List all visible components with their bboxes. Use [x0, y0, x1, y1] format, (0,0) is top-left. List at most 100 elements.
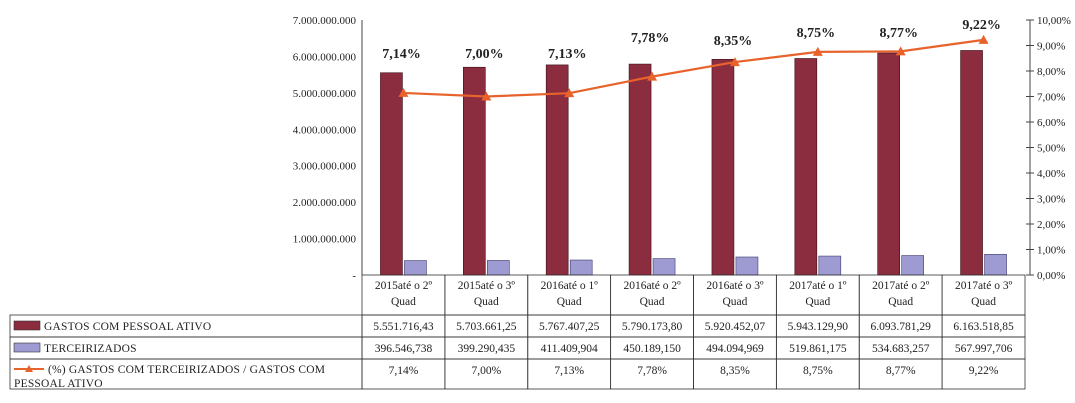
- table-value: 450.189,150: [623, 343, 681, 355]
- bar-terceirizados: [901, 255, 924, 276]
- right-tick-label: 0,00%: [1037, 270, 1065, 282]
- legend-label: TERCEIRIZADOS: [44, 343, 137, 355]
- table-value: 7,00%: [471, 365, 501, 377]
- bar-gastos-pessoal: [380, 72, 403, 276]
- percent-line: [403, 38, 984, 98]
- bar-terceirizados: [735, 256, 759, 276]
- left-tick-label: 2.000.000.000: [293, 197, 357, 209]
- bar-gastos-pessoal: [794, 58, 818, 276]
- table-value: 8,77%: [886, 365, 916, 377]
- legend-line-marker: [25, 365, 33, 372]
- bar-terceirizados: [487, 260, 510, 276]
- value-cell: [941, 358, 1026, 390]
- left-tick-label: 4.000.000.000: [293, 124, 357, 136]
- percent-data-label: 7,14%: [382, 47, 421, 62]
- table-value: 5.703.661,25: [456, 321, 517, 333]
- category-label: 2017até o 3º: [955, 280, 1013, 292]
- table-value: 494.094,969: [706, 343, 764, 355]
- table-value: 6.093.781,29: [871, 321, 932, 333]
- percent-point: [647, 71, 658, 81]
- table-value: 7,78%: [637, 365, 667, 377]
- table-value: 5.551.716,43: [373, 321, 434, 333]
- right-tick-label: 10,00%: [1037, 15, 1071, 27]
- table-value: 7,14%: [389, 365, 419, 377]
- bar-terceirizados: [404, 260, 427, 276]
- bars-group: [380, 50, 1007, 276]
- category-label: 2016até o 2º: [623, 280, 681, 292]
- data-table: 2015até o 2º Quad 2015até o 3º Quad 2016até …: [9, 274, 1026, 390]
- left-tick-label: 5.000.000.000: [293, 88, 357, 100]
- bar-gastos-pessoal: [463, 66, 486, 276]
- right-tick-label: 9,00%: [1037, 41, 1065, 53]
- legend-swatch: [13, 320, 41, 331]
- right-axis: 0,00% 1,00% 2,00% 3,00% 4,00% 5,00% 6,00% 7,00%…: [1026, 15, 1071, 282]
- left-tick-label: 6.000.000.000: [293, 51, 357, 63]
- category-label: Quad: [474, 296, 499, 308]
- percent-data-label: 7,78%: [631, 31, 670, 46]
- table-value: 5.790.173,80: [622, 321, 683, 333]
- percent-data-label: 7,00%: [465, 47, 504, 62]
- percent-point: [729, 57, 740, 67]
- category-label: Quad: [888, 296, 913, 308]
- percent-data-label: 8,35%: [714, 34, 753, 49]
- table-value: 519.861,175: [789, 343, 847, 355]
- table-value: 7,13%: [554, 365, 584, 377]
- table-value: 8,35%: [720, 365, 750, 377]
- bar-gastos-pessoal: [960, 50, 983, 276]
- bar-gastos-pessoal: [877, 52, 900, 276]
- right-tick-label: 2,00%: [1037, 219, 1065, 231]
- category-label: 2016até o 3º: [706, 280, 764, 292]
- right-tick-label: 8,00%: [1037, 66, 1065, 78]
- category-label: Quad: [722, 296, 747, 308]
- left-tick-label: 3.000.000.000: [293, 161, 357, 173]
- right-tick-label: 5,00%: [1037, 143, 1065, 155]
- category-label: Quad: [640, 296, 665, 308]
- category-label: Quad: [391, 296, 416, 308]
- table-value: 9,22%: [969, 365, 999, 377]
- category-label: Quad: [971, 296, 996, 308]
- table-value: 396.546,738: [375, 343, 433, 355]
- bar-gastos-pessoal: [628, 63, 652, 276]
- percent-point: [398, 87, 409, 97]
- category-label: Quad: [557, 296, 582, 308]
- category-label: 2016até o 1º: [541, 280, 599, 292]
- right-tick-label: 1,00%: [1037, 245, 1065, 257]
- category-label: Quad: [805, 296, 830, 308]
- left-tick-label: 1.000.000.000: [293, 234, 357, 246]
- bar-terceirizados: [569, 259, 593, 276]
- bar-terceirizados: [652, 258, 676, 276]
- percent-point: [812, 46, 823, 56]
- percent-data-label: 8,77%: [879, 26, 918, 41]
- left-tick-label: -: [352, 270, 356, 282]
- table-value: 6.163.518,85: [953, 321, 1014, 333]
- percent-data-label: 9,22%: [962, 18, 1001, 33]
- bar-gastos-pessoal: [711, 59, 735, 276]
- left-tick-label: 7.000.000.000: [293, 15, 357, 27]
- left-axis: - 1.000.000.000 2.000.000.000 3.000.000.000…: [293, 15, 363, 282]
- category-label: 2015até o 2º: [375, 280, 433, 292]
- category-label: 2017até o 1º: [789, 280, 847, 292]
- percent-data-label: 8,75%: [797, 26, 836, 41]
- right-tick-label: 4,00%: [1037, 168, 1065, 180]
- table-value: 399.290,435: [458, 343, 516, 355]
- table-value: 411.409,904: [541, 343, 598, 355]
- percent-point: [481, 91, 492, 101]
- table-value: 534.683,257: [872, 343, 930, 355]
- table-value: 5.920.452,07: [705, 321, 766, 333]
- bar-terceirizados: [984, 254, 1007, 276]
- table-value: 5.767.407,25: [539, 321, 600, 333]
- table-value: 5.943.129,90: [788, 321, 849, 333]
- right-tick-label: 6,00%: [1037, 117, 1065, 129]
- right-tick-label: 3,00%: [1037, 194, 1065, 206]
- right-tick-label: 7,00%: [1037, 92, 1065, 104]
- category-label: 2015até o 3º: [458, 280, 516, 292]
- percent-point: [564, 88, 575, 98]
- percent-data-label: 7,13%: [548, 47, 587, 62]
- percent-point: [895, 46, 906, 56]
- table-value: 8,75%: [803, 365, 833, 377]
- legend-label: GASTOS COM PESSOAL ATIVO: [44, 321, 211, 333]
- bar-terceirizados: [818, 255, 842, 276]
- legend-swatch: [13, 342, 41, 353]
- percent-line-group: 7,14% 7,00% 7,13% 7,78% 8,35% 8,75% 8,77% 9,22%: [382, 18, 1001, 101]
